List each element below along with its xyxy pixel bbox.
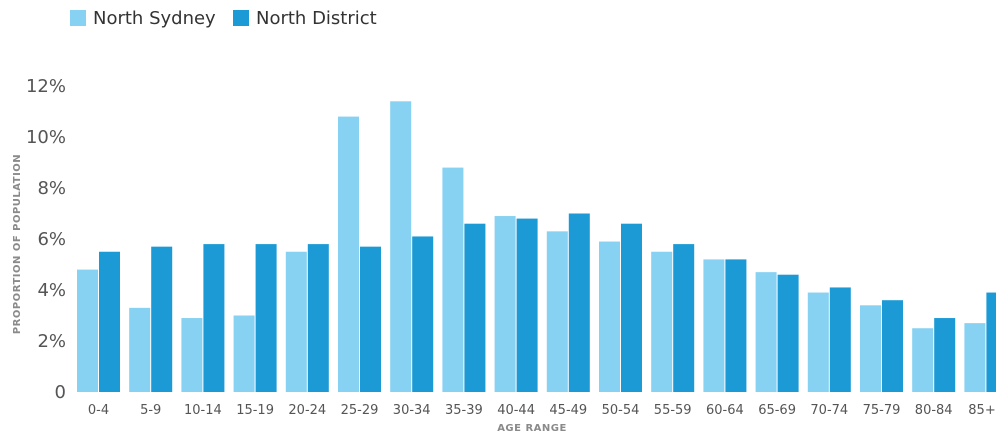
bar-north-sydney [77, 269, 98, 392]
legend-label-north-sydney: North Sydney [93, 8, 216, 29]
bar-north-district [203, 244, 225, 392]
bar-north-district [725, 259, 747, 392]
x-tick-label: 80-84 [915, 403, 953, 418]
bar-north-district [934, 318, 956, 392]
bar-north-sydney [807, 292, 829, 392]
x-tick-label: 20-24 [288, 403, 326, 418]
bar-north-district [621, 223, 642, 392]
bar-north-sydney [860, 305, 881, 392]
bar-north-sydney [285, 251, 307, 392]
legend-swatch-north-district [233, 10, 249, 26]
y-axis-ticks: 0 2% 4% 6% 8% 10% 12% [26, 76, 66, 403]
y-tick-label: 12% [26, 76, 66, 97]
bar-north-district [99, 251, 120, 392]
x-tick-label: 55-59 [654, 403, 692, 418]
x-tick-label: 45-49 [549, 403, 587, 418]
bar-north-sydney [233, 315, 255, 392]
y-tick-label: 6% [37, 229, 66, 250]
x-tick-label: 85+ [968, 403, 995, 418]
x-tick-label: 0-4 [88, 403, 109, 418]
x-tick-label: 30-34 [393, 403, 431, 418]
y-tick-label: 4% [37, 280, 66, 301]
bars [77, 101, 996, 393]
x-tick-label: 65-69 [758, 403, 796, 418]
legend: North Sydney North District [70, 8, 377, 29]
bar-north-district [464, 223, 486, 392]
y-tick-label: 10% [26, 127, 66, 148]
bar-north-district [360, 246, 381, 392]
x-tick-label: 35-39 [445, 403, 483, 418]
bar-north-district [307, 244, 329, 392]
bar-north-sydney [703, 259, 725, 392]
bar-north-sydney [651, 251, 673, 392]
x-tick-label: 5-9 [140, 403, 161, 418]
bar-north-sydney [181, 318, 203, 392]
y-tick-label: 8% [37, 178, 66, 199]
bar-north-district [568, 213, 590, 392]
x-axis-label: AGE RANGE [497, 423, 567, 434]
x-tick-label: 15-19 [236, 403, 274, 418]
bar-north-district [516, 218, 538, 392]
x-axis-ticks: 0-4 5-9 10-14 15-19 20-24 25-29 30-34 35-39 40-4… [88, 403, 996, 418]
bar-north-district [255, 244, 277, 392]
x-tick-label: 40-44 [497, 403, 535, 418]
bar-north-district [151, 246, 173, 392]
x-tick-label: 50-54 [602, 403, 640, 418]
bar-north-district [777, 274, 799, 392]
y-tick-label: 2% [37, 331, 66, 352]
bar-north-district [673, 244, 695, 392]
bar-north-sydney [442, 167, 464, 392]
bar-north-sydney [546, 231, 568, 392]
bar-north-sydney [964, 323, 986, 392]
bar-north-sydney [338, 116, 359, 392]
bar-north-sydney [494, 216, 516, 392]
x-tick-label: 75-79 [863, 403, 901, 418]
bar-north-sydney [755, 272, 777, 392]
bar-north-sydney [912, 328, 934, 392]
y-tick-label: 0 [55, 382, 66, 403]
bar-north-district [882, 300, 903, 392]
legend-swatch-north-sydney [70, 10, 86, 26]
bar-north-district [829, 287, 851, 392]
legend-label-north-district: North District [256, 8, 377, 29]
bar-north-sydney [129, 307, 151, 392]
x-tick-label: 25-29 [341, 403, 379, 418]
bar-north-sydney [390, 101, 412, 393]
bar-north-sydney [599, 241, 620, 392]
x-tick-label: 60-64 [706, 403, 744, 418]
x-tick-label: 10-14 [184, 403, 222, 418]
bar-north-district [412, 236, 434, 392]
x-tick-label: 70-74 [810, 403, 848, 418]
bar-north-district [986, 292, 996, 392]
y-axis-label: PROPORTION OF POPULATION [12, 154, 23, 334]
